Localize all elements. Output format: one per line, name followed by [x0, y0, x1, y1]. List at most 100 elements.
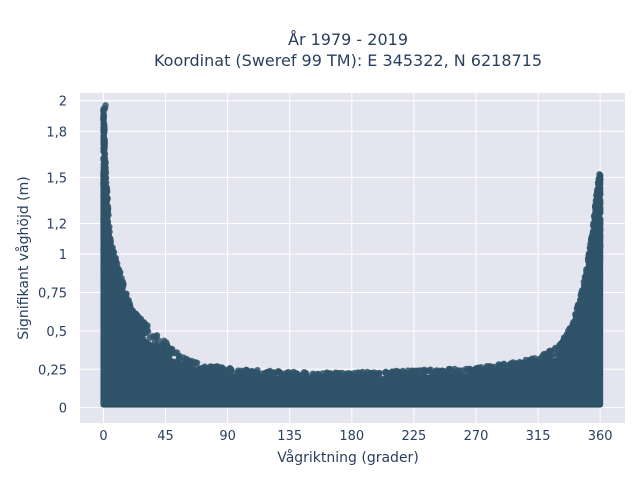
data-point — [431, 373, 438, 381]
data-point — [382, 369, 389, 376]
data-point — [119, 285, 126, 293]
data-point — [367, 375, 374, 383]
data-point — [118, 281, 125, 288]
data-point — [434, 368, 442, 376]
data-point — [101, 150, 109, 158]
data-point — [408, 379, 415, 386]
data-point — [514, 363, 521, 371]
data-point — [294, 375, 302, 383]
data-point — [102, 254, 110, 261]
data-point — [596, 182, 603, 189]
data-point — [122, 322, 129, 330]
data-point — [542, 360, 549, 367]
data-point — [154, 336, 162, 344]
data-point — [497, 366, 505, 373]
data-point — [595, 238, 602, 245]
chart-title-line2: Koordinat (Sweref 99 TM): E 345322, N 62… — [154, 51, 542, 70]
data-point — [393, 367, 400, 375]
data-point — [102, 217, 110, 224]
data-point — [556, 367, 563, 375]
data-point — [575, 301, 582, 309]
data-point — [583, 316, 590, 323]
data-point — [129, 323, 137, 330]
data-point — [254, 367, 261, 374]
data-point — [556, 355, 563, 362]
y-tick-label: 1,5 — [46, 171, 67, 186]
data-point — [505, 368, 512, 375]
data-point — [546, 347, 553, 355]
data-point — [517, 378, 524, 385]
data-point — [244, 380, 251, 387]
data-point — [264, 375, 271, 382]
data-point — [103, 275, 110, 282]
data-point — [159, 362, 166, 369]
data-point — [524, 375, 531, 382]
data-point — [130, 315, 137, 323]
data-point — [404, 367, 412, 374]
data-point — [593, 230, 600, 237]
data-point — [584, 270, 591, 277]
data-point — [200, 364, 207, 371]
data-point — [479, 372, 486, 380]
data-point — [335, 372, 343, 379]
data-point — [570, 346, 577, 354]
data-point — [540, 355, 547, 362]
x-tick-label: 315 — [526, 429, 551, 444]
data-point — [101, 170, 109, 177]
data-point — [594, 209, 601, 216]
data-point — [192, 371, 200, 379]
data-points — [100, 102, 604, 408]
data-point — [115, 317, 122, 325]
data-point — [389, 383, 396, 390]
data-point — [344, 379, 351, 386]
data-point — [312, 374, 320, 382]
data-point — [347, 371, 354, 379]
data-point — [448, 378, 455, 385]
data-point — [595, 222, 602, 229]
data-point — [595, 262, 602, 269]
data-point — [483, 380, 490, 388]
data-point — [546, 355, 553, 362]
data-point — [116, 270, 124, 277]
data-point — [324, 375, 332, 382]
data-point — [111, 287, 118, 294]
y-tick-labels: 0 0,25 0,5 0,75 1 1,2 1,5 1,8 2 — [38, 95, 67, 417]
data-point — [596, 193, 603, 201]
data-point — [267, 383, 274, 390]
data-point — [584, 284, 592, 291]
y-tick-label: 0 — [59, 402, 67, 417]
data-point — [500, 360, 508, 367]
data-point — [540, 366, 547, 374]
x-tick-label: 135 — [277, 429, 302, 444]
data-point — [225, 376, 232, 383]
x-tick-label: 270 — [464, 429, 489, 444]
data-point — [133, 346, 140, 353]
data-point — [228, 366, 235, 374]
data-point — [182, 360, 190, 367]
data-point — [165, 357, 172, 364]
y-tick-label: 0,25 — [38, 363, 67, 378]
data-point — [190, 360, 197, 368]
data-point — [113, 282, 120, 290]
x-tick-label: 360 — [588, 429, 613, 444]
data-point — [334, 379, 341, 386]
data-point — [102, 160, 109, 167]
data-point — [460, 371, 467, 378]
data-point — [140, 328, 147, 335]
data-point — [560, 362, 568, 369]
data-point — [135, 323, 143, 330]
x-tick-label: 45 — [157, 429, 174, 444]
data-point — [124, 310, 132, 318]
data-point — [417, 378, 425, 386]
data-point — [594, 250, 602, 258]
data-point — [297, 382, 304, 389]
data-point — [595, 267, 602, 274]
data-point — [300, 369, 308, 376]
data-point — [104, 194, 111, 202]
x-axis-label: Vågriktning (grader) — [277, 449, 419, 466]
data-point — [175, 354, 183, 361]
data-point — [589, 295, 596, 302]
data-point — [116, 300, 123, 308]
data-point — [267, 368, 274, 376]
